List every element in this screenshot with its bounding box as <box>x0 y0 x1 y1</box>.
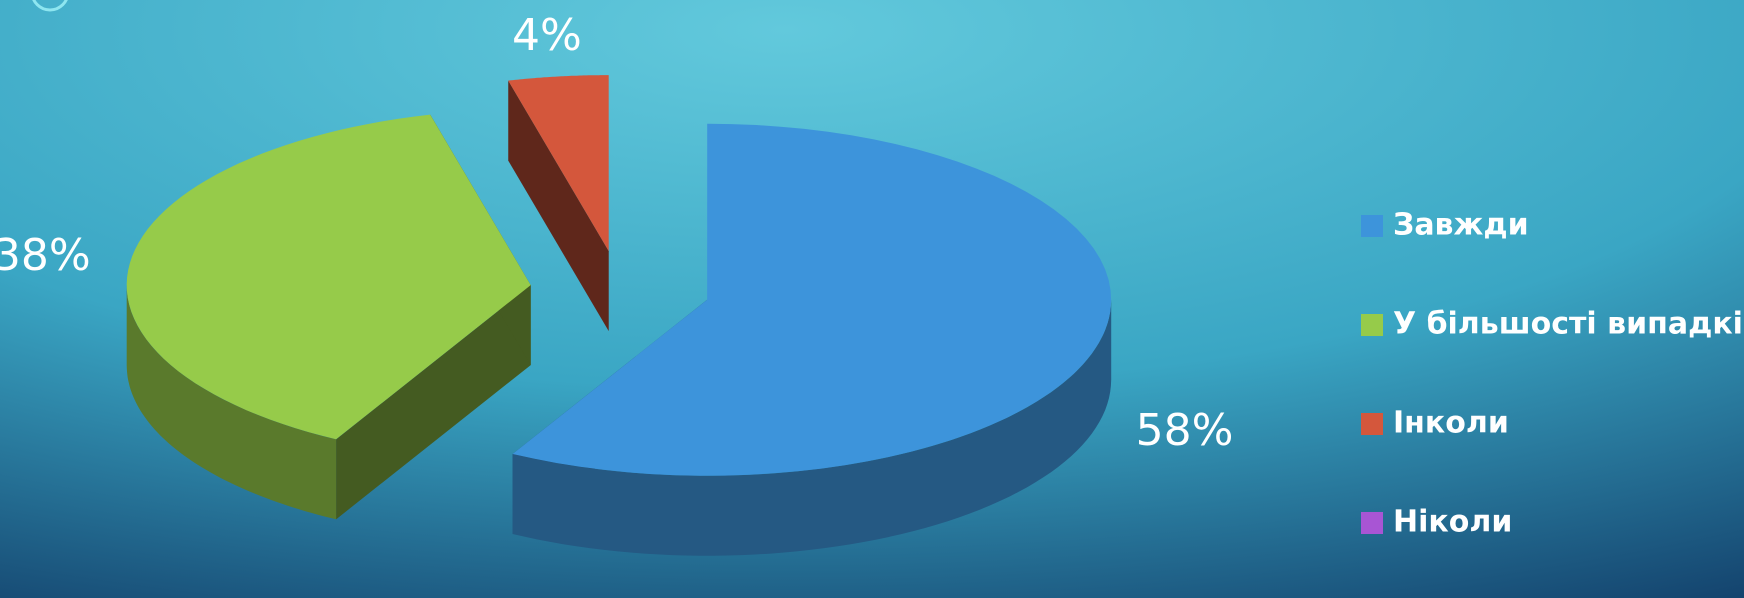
legend: Завжди У більшості випадків Інколи Ніколи <box>1361 208 1744 540</box>
slice-side <box>336 285 531 520</box>
legend-swatch <box>1361 314 1383 336</box>
slice-side <box>508 80 609 332</box>
legend-label: У більшості випадків <box>1393 307 1744 342</box>
slice-top <box>508 75 609 252</box>
data-label: 58% <box>1136 405 1234 456</box>
data-label: 4% <box>512 10 582 61</box>
legend-swatch <box>1361 512 1383 534</box>
decoration <box>32 0 68 12</box>
pie: 58% 38% 4% <box>0 10 1233 556</box>
legend-label: Завжди <box>1393 208 1529 243</box>
slice <box>512 123 1112 556</box>
legend-label: Ніколи <box>1393 505 1512 540</box>
slice-wall <box>126 285 337 520</box>
slice-top <box>126 114 531 440</box>
slice-wall <box>512 299 1112 556</box>
legend-swatch <box>1361 215 1383 237</box>
slice-top <box>512 123 1112 476</box>
slice <box>508 75 609 332</box>
legend-swatch <box>1361 413 1383 435</box>
data-label: 38% <box>0 230 91 281</box>
slice <box>126 114 531 520</box>
legend-label: Інколи <box>1393 406 1509 441</box>
